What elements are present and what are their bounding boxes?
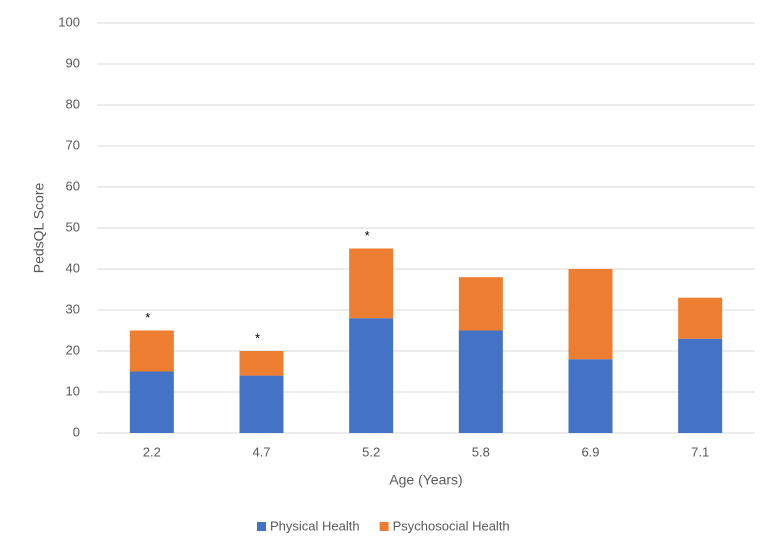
y-tick-label: 30: [66, 301, 80, 316]
bar-segment: [239, 375, 284, 433]
y-tick-label: 100: [58, 14, 80, 29]
x-axis-label: Age (Years): [389, 472, 462, 488]
bar-segment: [678, 297, 723, 339]
legend-label: Psychosocial Health: [393, 518, 510, 533]
annotation: *: [145, 310, 150, 325]
y-tick-label: 20: [66, 342, 80, 357]
x-tick-label: 2.2: [143, 444, 161, 459]
x-tick-label: 5.8: [472, 444, 490, 459]
annotation: *: [365, 228, 370, 243]
bar-segment: [129, 371, 174, 433]
x-tick-label: 5.2: [362, 444, 380, 459]
y-tick-label: 40: [66, 260, 80, 275]
bar-segment: [458, 277, 503, 331]
bar-segment: [458, 330, 503, 433]
y-tick-label: 90: [66, 55, 80, 70]
y-axis-label: PedsQL Score: [31, 183, 47, 274]
y-tick-label: 50: [66, 219, 80, 234]
y-tick-label: 0: [73, 424, 80, 439]
y-tick-label: 60: [66, 178, 80, 193]
x-tick-label: 4.7: [252, 444, 270, 459]
bar-segment: [349, 248, 394, 319]
y-tick-label: 80: [66, 96, 80, 111]
bar-segment: [129, 330, 174, 372]
bar-segment: [239, 351, 284, 376]
bar-segment: [349, 318, 394, 433]
x-tick-label: 6.9: [581, 444, 599, 459]
bar-segment: [678, 338, 723, 433]
x-tick-label: 7.1: [691, 444, 709, 459]
bar-segment: [568, 269, 613, 360]
annotation: *: [255, 330, 260, 345]
legend-swatch: [379, 522, 389, 531]
y-tick-label: 70: [66, 137, 80, 152]
bar-segment: [568, 359, 613, 433]
y-tick-label: 10: [66, 383, 80, 398]
legend-swatch: [257, 522, 266, 531]
legend-label: Physical Health: [270, 518, 360, 533]
